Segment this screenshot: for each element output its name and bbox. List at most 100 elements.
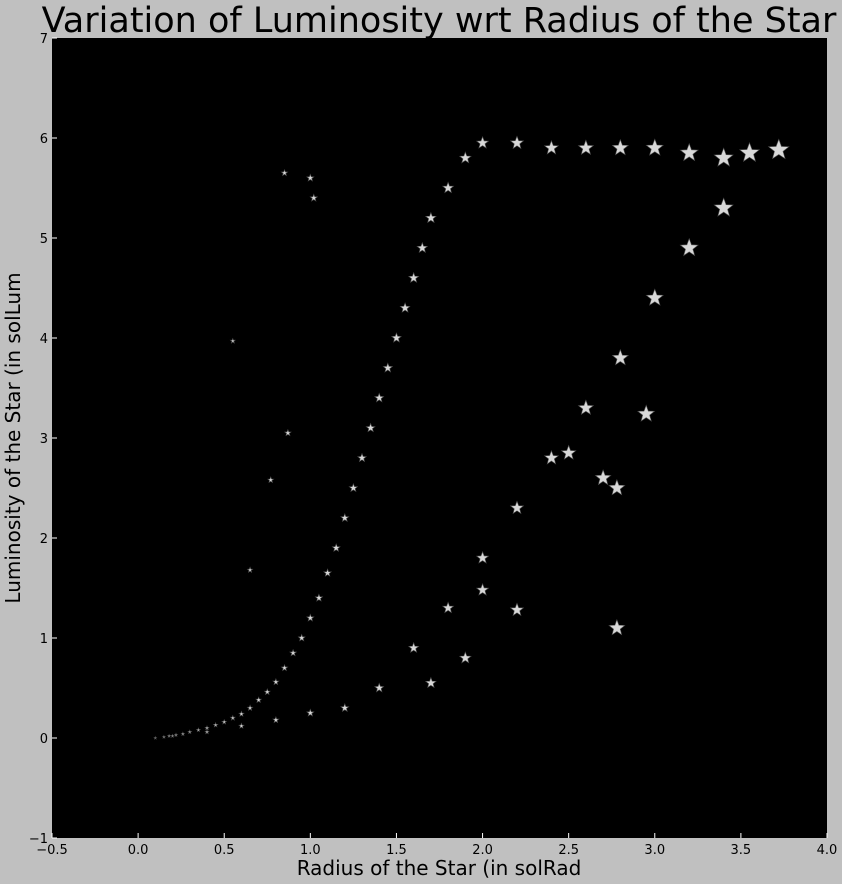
data-point: [280, 663, 289, 672]
y-tick-label: 6: [40, 132, 48, 147]
data-point: [173, 732, 179, 737]
data-point: [594, 469, 612, 486]
data-point: [713, 147, 734, 167]
data-point: [340, 703, 350, 713]
data-point: [297, 633, 306, 642]
data-point: [306, 173, 315, 182]
data-point: [475, 582, 490, 596]
data-point: [348, 482, 359, 493]
x-tick-label: 1.5: [386, 843, 407, 858]
x-tick-label: 3.5: [731, 843, 752, 858]
data-point: [424, 211, 437, 224]
data-point: [611, 348, 630, 366]
data-point: [212, 721, 219, 728]
data-point: [246, 566, 254, 573]
data-point: [263, 688, 271, 696]
x-tick-label: 1.0: [300, 843, 321, 858]
data-point: [458, 651, 472, 664]
data-point: [314, 593, 324, 602]
data-point: [543, 449, 560, 465]
y-tick-label: 2: [40, 532, 48, 547]
data-point: [161, 734, 167, 739]
data-point: [509, 602, 525, 617]
data-points: [153, 135, 790, 740]
data-point: [399, 302, 411, 313]
x-tick-label: 3.0: [644, 843, 665, 858]
data-point: [608, 478, 626, 496]
data-point: [509, 500, 525, 515]
data-point: [441, 601, 455, 614]
chart-title: Variation of Luminosity wrt Radius of th…: [42, 1, 837, 41]
plot-area: [52, 38, 827, 838]
y-tick-label: 0: [40, 732, 48, 747]
data-point: [645, 138, 664, 156]
data-point: [424, 676, 437, 689]
data-point: [238, 710, 245, 717]
x-axis-label: Radius of the Star (in solRad: [297, 856, 582, 880]
data-point: [170, 733, 175, 738]
data-point: [221, 718, 228, 725]
data-point: [153, 735, 158, 740]
data-point: [323, 568, 333, 577]
x-tick-label: 0.5: [214, 843, 235, 858]
data-point: [229, 714, 236, 721]
x-tick-label: 0.0: [128, 843, 149, 858]
data-point: [390, 332, 402, 343]
data-point: [543, 139, 560, 155]
data-point: [306, 708, 315, 717]
data-point: [246, 704, 254, 711]
data-point: [475, 135, 490, 149]
x-tick-label: 2.5: [558, 843, 579, 858]
y-tick-label: 1: [40, 632, 48, 647]
data-point: [267, 476, 275, 484]
x-tick-label: 2.0: [472, 843, 493, 858]
data-point: [509, 135, 525, 150]
data-point: [373, 682, 385, 693]
data-point: [283, 428, 292, 437]
y-tick-label: 3: [40, 432, 48, 447]
data-point: [166, 733, 172, 738]
data-point: [365, 422, 376, 433]
data-point: [637, 404, 656, 422]
data-point: [577, 399, 595, 415]
y-tick-label: 4: [40, 332, 48, 347]
data-point: [577, 139, 595, 155]
data-point: [331, 543, 341, 552]
data-point: [408, 271, 420, 283]
data-point: [738, 141, 761, 162]
data-point: [645, 288, 664, 306]
data-point: [408, 641, 420, 653]
data-point: [356, 452, 368, 463]
data-point: [560, 444, 577, 460]
data-point: [611, 138, 630, 156]
data-point: [306, 613, 315, 622]
data-point: [373, 392, 385, 403]
data-point: [416, 241, 429, 254]
x-axis: −0.5 0.0 0.5 1.0 1.5 2.0 2.5 3.0 3.5 4.0: [36, 833, 837, 858]
data-point: [475, 550, 490, 564]
data-point: [309, 193, 319, 202]
data-point: [238, 722, 245, 729]
data-point: [255, 696, 263, 704]
data-point: [229, 337, 236, 344]
x-tick-label: 4.0: [817, 843, 838, 858]
data-point: [280, 168, 289, 177]
y-axis-label: Luminosity of the Star (in solLum: [1, 272, 25, 603]
y-tick-label: 7: [40, 32, 48, 47]
data-point: [272, 678, 280, 686]
data-point: [458, 151, 472, 164]
data-point: [289, 648, 298, 657]
y-tick-label: 5: [40, 232, 48, 247]
data-point: [180, 731, 186, 737]
data-point: [204, 729, 210, 735]
data-point: [441, 181, 455, 194]
data-point: [204, 725, 210, 731]
data-point: [340, 513, 350, 523]
y-axis: −1 0 1 2 3 4 5 6 7: [29, 32, 57, 847]
data-point: [382, 362, 394, 373]
data-point: [187, 729, 193, 735]
data-point: [679, 237, 699, 257]
data-point: [679, 142, 699, 162]
y-tick-label: −1: [29, 832, 48, 847]
